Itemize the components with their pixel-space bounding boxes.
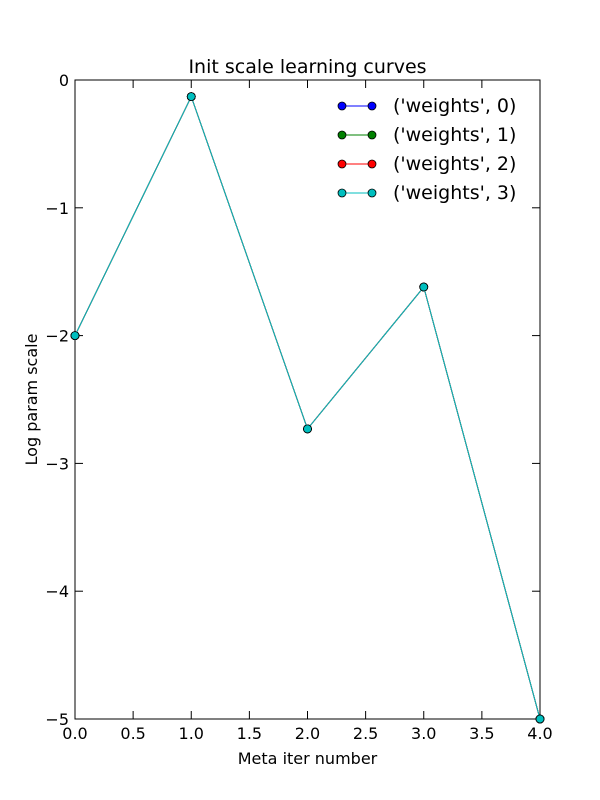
y-tick-label: −5 bbox=[45, 710, 69, 729]
x-tick-label: 0.5 bbox=[120, 724, 145, 743]
x-tick-label: 4.0 bbox=[527, 724, 552, 743]
y-tick-label: −4 bbox=[45, 582, 69, 601]
plot-area: 0.0 0.5 1.0 1.5 2.0 2.5 3.0 3.5 4.0 0 −1 −2 −3 −4 −5 bbox=[45, 71, 552, 743]
y-tick-label: 0 bbox=[59, 71, 69, 90]
x-tick-label: 2.0 bbox=[295, 724, 320, 743]
x-tick-label: 2.5 bbox=[353, 724, 378, 743]
y-axis-label: Log param scale bbox=[22, 334, 41, 466]
legend-marker bbox=[367, 130, 377, 140]
x-tick-label: 0.0 bbox=[62, 724, 87, 743]
legend-marker bbox=[337, 130, 347, 140]
series-point-3 bbox=[419, 282, 429, 292]
chart-title: Init scale learning curves bbox=[188, 56, 426, 78]
legend-label: ('weights', 1) bbox=[393, 124, 516, 146]
x-tick-label: 3.5 bbox=[469, 724, 494, 743]
legend-marker bbox=[367, 101, 377, 111]
legend-label: ('weights', 0) bbox=[393, 95, 516, 117]
x-axis-label: Meta iter number bbox=[238, 749, 378, 768]
legend-marker bbox=[367, 188, 377, 198]
series-point-3 bbox=[535, 714, 545, 724]
legend-marker bbox=[337, 101, 347, 111]
series-point-3 bbox=[186, 92, 196, 102]
x-tick-label: 3.0 bbox=[411, 724, 436, 743]
legend-marker bbox=[337, 159, 347, 169]
legend-marker bbox=[337, 188, 347, 198]
y-tick-label: −1 bbox=[45, 199, 69, 218]
series-point-3 bbox=[303, 424, 312, 434]
legend-label: ('weights', 2) bbox=[393, 153, 516, 175]
y-tick-label: −2 bbox=[45, 327, 69, 346]
y-tick-label: −3 bbox=[45, 454, 69, 473]
x-tick-label: 1.0 bbox=[179, 724, 204, 743]
legend-label: ('weights', 3) bbox=[393, 182, 516, 204]
legend: ('weights', 0) ('weights', 1) ('weights', … bbox=[337, 95, 516, 204]
series-point-3 bbox=[70, 331, 80, 341]
legend-marker bbox=[367, 159, 377, 169]
x-tick-label: 1.5 bbox=[237, 724, 262, 743]
